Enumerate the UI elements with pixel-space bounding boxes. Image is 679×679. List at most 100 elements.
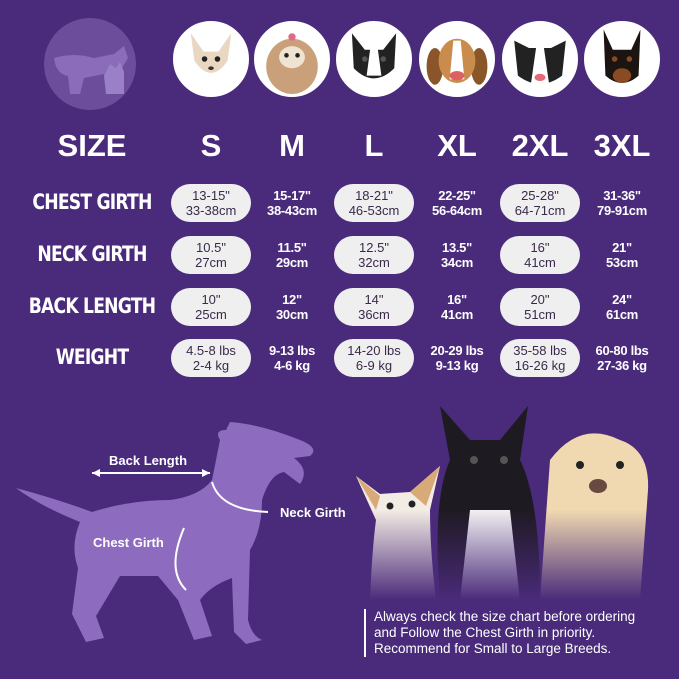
size-cell: 21" 53cm: [582, 236, 662, 274]
dog-silhouette-diagram: [16, 422, 314, 644]
avatar-chihuahua: [173, 21, 249, 97]
size-3xl: 3XL: [593, 128, 651, 163]
metric-value: 46-53cm: [348, 203, 400, 218]
size-2xl: 2XL: [511, 128, 569, 163]
metric-value: 30cm: [275, 307, 309, 322]
size-cell: 20" 51cm: [500, 288, 580, 326]
size-cell: 14" 36cm: [334, 288, 414, 326]
imperial-value: 14-20 lbs: [347, 343, 401, 358]
pet-logo-icon: [54, 46, 128, 94]
back-length-label: Back Length: [109, 453, 188, 468]
size-cell: 11.5" 29cm: [252, 236, 332, 274]
brand-logo: [44, 18, 136, 110]
imperial-value: 13.5": [442, 240, 472, 255]
size-cell: 13.5" 34cm: [417, 236, 497, 274]
metric-value: 64-71cm: [514, 203, 566, 218]
imperial-value: 24": [612, 292, 632, 307]
size-cell: 15-17" 38-43cm: [252, 184, 332, 222]
metric-value: 4-6 kg: [274, 358, 310, 373]
imperial-value: 35-58 lbs: [513, 343, 567, 358]
imperial-value: 20": [530, 292, 550, 307]
size-l: L: [364, 128, 384, 163]
imperial-value: 12.5": [359, 240, 389, 255]
imperial-value: 16": [447, 292, 467, 307]
metric-value: 6-9 kg: [355, 358, 393, 373]
metric-value: 2-4 kg: [192, 358, 230, 373]
chest-girth-line: [174, 527, 187, 591]
imperial-value: 21": [612, 240, 632, 255]
imperial-value: 60-80 lbs: [595, 343, 649, 358]
metric-value: 36cm: [358, 307, 390, 322]
metric-value: 27cm: [195, 255, 227, 270]
metric-value: 56-64cm: [432, 203, 482, 218]
metric-value: 61cm: [605, 307, 639, 322]
size-m: M: [279, 128, 305, 163]
metric-value: 29cm: [275, 255, 309, 270]
imperial-value: 31-36": [603, 188, 641, 203]
neck-girth-label: Neck Girth: [280, 505, 346, 520]
note-line-3: Recommend for Small to Large Breeds.: [374, 641, 612, 656]
imperial-value: 12": [282, 292, 302, 307]
imperial-value: 10": [201, 292, 221, 307]
size-cell: 12.5" 32cm: [334, 236, 414, 274]
metric-value: 41cm: [440, 307, 474, 322]
metric-value: 34cm: [440, 255, 474, 270]
size-cell: 24" 61cm: [582, 288, 662, 326]
sizing-note: Always check the size chart before order…: [364, 609, 635, 657]
avatar-shih-tzu: [254, 21, 330, 97]
metric-value: 53cm: [605, 255, 639, 270]
size-cell: 35-58 lbs 16-26 kg: [500, 339, 580, 377]
avatar-beagle: [419, 21, 495, 97]
imperial-value: 14": [364, 292, 384, 307]
size-cell: 4.5-8 lbs 2-4 kg: [171, 339, 251, 377]
note-line-1: Always check the size chart before order…: [374, 609, 636, 624]
size-cell: 10" 25cm: [171, 288, 251, 326]
size-cell: 16" 41cm: [417, 288, 497, 326]
size-cell: 31-36" 79-91cm: [582, 184, 662, 222]
metric-value: 51cm: [524, 307, 556, 322]
imperial-value: 10.5": [196, 240, 226, 255]
row-label: CHEST GIRTH: [32, 190, 152, 214]
imperial-value: 16": [530, 240, 550, 255]
avatar-doberman: [584, 21, 660, 97]
note-line-2: and Follow the Chest Girth in priority.: [374, 625, 596, 640]
neck-girth-line: [211, 481, 269, 513]
imperial-value: 18-21": [355, 188, 393, 203]
metric-value: 32cm: [358, 255, 390, 270]
size-s: S: [200, 128, 222, 163]
metric-value: 79-91cm: [597, 203, 647, 218]
size-xl: XL: [437, 128, 477, 163]
metric-value: 33-38cm: [185, 203, 237, 218]
metric-value: 38-43cm: [267, 203, 317, 218]
metric-value: 25cm: [195, 307, 227, 322]
imperial-value: 4.5-8 lbs: [186, 343, 236, 358]
size-cell: 14-20 lbs 6-9 kg: [334, 339, 414, 377]
dog-silhouette: [16, 422, 314, 644]
size-cell: 60-80 lbs 27-36 kg: [582, 339, 662, 377]
size-cell: 10.5" 27cm: [171, 236, 251, 274]
imperial-value: 13-15": [192, 188, 230, 203]
dogs-photo: [340, 400, 679, 600]
imperial-value: 20-29 lbs: [430, 343, 484, 358]
chest-girth-label: Chest Girth: [93, 535, 164, 550]
row-label: NECK GIRTH: [37, 242, 147, 266]
imperial-value: 15-17": [273, 188, 311, 203]
size-cell: 20-29 lbs 9-13 kg: [417, 339, 497, 377]
size-cell: 9-13 lbs 4-6 kg: [252, 339, 332, 377]
metric-value: 41cm: [524, 255, 556, 270]
size-cell: 13-15" 33-38cm: [171, 184, 251, 222]
imperial-value: 9-13 lbs: [268, 343, 315, 358]
row-label: BACK LENGTH: [28, 294, 156, 318]
avatar-border-collie: [502, 21, 578, 97]
size-cell: 12" 30cm: [252, 288, 332, 326]
size-cell: 18-21" 46-53cm: [334, 184, 414, 222]
metric-value: 16-26 kg: [514, 358, 566, 373]
imperial-value: 11.5": [277, 240, 307, 255]
avatar-boston-terrier: [336, 21, 412, 97]
imperial-value: 22-25": [438, 188, 476, 203]
metric-value: 9-13 kg: [435, 358, 479, 373]
imperial-value: 25-28": [521, 188, 559, 203]
row-label: WEIGHT: [55, 345, 129, 369]
size-header-label: SIZE: [57, 128, 127, 163]
size-cell: 16" 41cm: [500, 236, 580, 274]
